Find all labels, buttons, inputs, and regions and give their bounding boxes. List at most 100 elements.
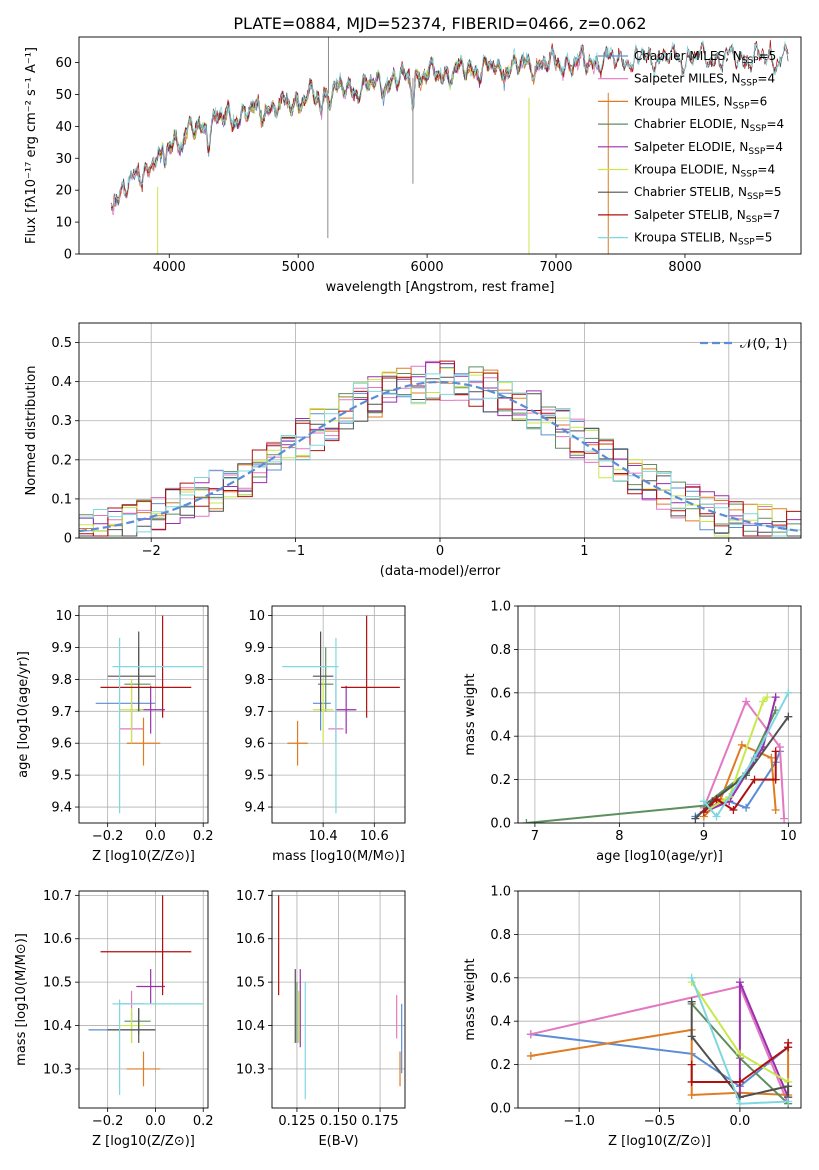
legend-name: Chabrier ELODIE, N: [634, 117, 750, 131]
weight-marker: [771, 747, 780, 756]
histogram-step: [79, 360, 801, 538]
y-tick-label: 0: [64, 248, 72, 263]
spectrum-line: [110, 40, 789, 208]
y-tick-label: 0.3: [51, 414, 72, 429]
x-tick-label: −0.5: [644, 1114, 676, 1129]
legend-label: Salpeter MILES, NSSP=4: [634, 72, 775, 89]
y-tick-label: 10: [55, 216, 72, 231]
x-tick-label: 0: [436, 544, 444, 559]
x-tick-label: 0.2: [193, 1114, 214, 1129]
weight-marker: [771, 805, 780, 814]
y-tick-label: 9.8: [244, 673, 265, 688]
panel-mass-weight-vs-age: 7 8 9 10 0.0 0.2 0.4 0.6 0.8 1.0 age [log10(age/yr…: [463, 600, 802, 864]
x-tick-label: 5000: [282, 260, 315, 275]
x-tick-label: −0.2: [92, 829, 124, 844]
y-tick-label: 9.5: [244, 769, 265, 784]
weight-marker: [691, 814, 700, 823]
weight-marker: [712, 812, 721, 821]
y-tick-label: 10: [55, 609, 72, 624]
plot-frame: [271, 605, 406, 824]
y-tick-label: 0.8: [490, 928, 511, 943]
plot-content: [278, 895, 403, 1100]
x-tick-label: −1: [286, 544, 305, 559]
x-axis-label: (data-model)/error: [380, 564, 501, 579]
weight-marker: [687, 1090, 696, 1099]
legend-label: Kroupa STELIB, NSSP=5: [634, 231, 772, 248]
legend-name: Kroupa STELIB, N: [634, 231, 738, 245]
plot-frame: [78, 605, 209, 824]
weight-marker: [784, 712, 793, 721]
x-axis-label: Z [log10(Z/Z⊙)]: [92, 1134, 195, 1149]
weight-marker: [763, 693, 772, 702]
plot-content: [95, 615, 204, 814]
legend-name: Salpeter STELIB, N: [634, 208, 746, 222]
y-tick-label: 10.7: [236, 889, 265, 904]
y-tick-label: 10.5: [43, 976, 72, 991]
y-axis-label: Normed distribution: [24, 366, 39, 496]
legend-sub: SSP: [738, 238, 755, 248]
legend-sub: SSP: [748, 147, 765, 157]
plot-frame: [271, 890, 406, 1109]
weight-marker: [735, 1049, 744, 1058]
y-tick-label: 9.4: [244, 801, 265, 816]
x-tick-label: 0.150: [320, 1114, 357, 1129]
legend-sub: SSP: [741, 79, 758, 89]
y-tick-label: 0.0: [490, 817, 511, 832]
weight-marker: [784, 1038, 793, 1047]
x-axis-label: E(B-V): [318, 1134, 358, 1149]
x-tick-label: 1: [580, 544, 588, 559]
y-tick-label: 10.4: [43, 1019, 72, 1034]
weight-marker: [737, 740, 746, 749]
legend-name: Salpeter ELODIE, N: [634, 140, 748, 154]
y-tick-label: 0.2: [490, 1058, 511, 1073]
y-axis-label: Flux [fλ10⁻¹⁷ erg cm⁻² s⁻¹ A⁻¹]: [24, 47, 39, 244]
legend-label: Salpeter STELIB, NSSP=7: [634, 208, 780, 225]
panel-age-vs-Z: −0.2 0.0 0.2 9.4 9.5 9.6 9.7 9.8 9.9 10 Z [log10(Z…: [16, 605, 214, 864]
legend-n: =6: [750, 94, 768, 108]
y-tick-label: 10.5: [236, 976, 265, 991]
weight-marker: [735, 1099, 744, 1108]
legend-label: Salpeter ELODIE, NSSP=4: [634, 140, 783, 157]
weight-marker: [687, 1032, 696, 1041]
legend-sub: SSP: [746, 215, 763, 225]
x-tick-label: 0.2: [193, 829, 214, 844]
panel-residuals: −2 −1 0 1 2 0 0.1 0.2 0.3 0.4 0.5 (data-model)/erro…: [24, 322, 802, 579]
y-tick-label: 0.2: [51, 453, 72, 468]
y-tick-label: 1.0: [490, 600, 511, 615]
x-tick-label: 6000: [411, 260, 444, 275]
weight-marker: [712, 795, 721, 804]
y-axis-label: mass weight: [463, 673, 478, 755]
panel-mass-vs-ebv: 0.125 0.150 0.175 10.3 10.4 10.5 10.6 10.7 E(B-V…: [236, 889, 406, 1149]
y-tick-label: 10.3: [43, 1062, 72, 1077]
x-tick-label: −2: [142, 544, 161, 559]
legend-n: =4: [757, 163, 775, 177]
x-tick-label: 0.0: [145, 829, 166, 844]
legend-sub: SSP: [733, 101, 750, 111]
y-tick-label: 0.2: [490, 773, 511, 788]
legend-label: Chabrier ELODIE, NSSP=4: [634, 117, 784, 134]
legend-n: =4: [765, 140, 783, 154]
legend-sub: SSP: [750, 124, 767, 134]
y-tick-label: 9.7: [51, 705, 72, 720]
y-tick-label: 50: [55, 88, 72, 103]
x-axis-label: age [log10(age/yr)]: [596, 849, 723, 864]
panel-mass-weight-vs-Z: −1.0 −0.5 0.0 0.0 0.2 0.4 0.6 0.8 1.0 Z [log10(Z/…: [463, 885, 802, 1149]
legend-name: Chabrier STELIB, N: [634, 185, 747, 199]
y-tick-label: 0.4: [490, 1015, 511, 1030]
weight-marker: [742, 697, 751, 706]
legend-n: =4: [766, 117, 784, 131]
weight-marker: [742, 803, 751, 812]
legend-sub: SSP: [742, 56, 759, 66]
weight-marker: [784, 688, 793, 697]
y-tick-label: 0.6: [490, 686, 511, 701]
weight-marker: [750, 753, 759, 762]
figure-title: PLATE=0884, MJD=52374, FIBERID=0466, z=0…: [233, 14, 646, 33]
y-tick-label: 9.9: [244, 641, 265, 656]
x-tick-label: 0.0: [145, 1114, 166, 1129]
weight-marker: [687, 973, 696, 982]
weight-marker: [775, 743, 784, 752]
y-tick-label: 0.4: [490, 730, 511, 745]
weight-line: [702, 699, 786, 819]
legend-n: =7: [763, 208, 781, 222]
weight-marker: [784, 1082, 793, 1091]
